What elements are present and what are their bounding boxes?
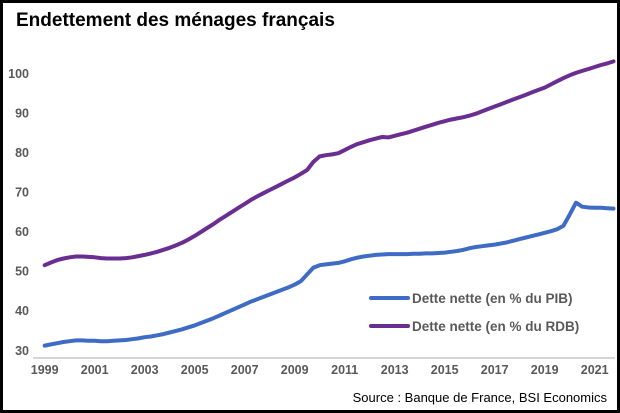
y-tick-label: 90 xyxy=(15,106,29,120)
series-lines xyxy=(42,59,616,348)
y-tick-label: 80 xyxy=(15,146,29,160)
x-tick-label: 2015 xyxy=(431,363,459,377)
x-tick-label: 2013 xyxy=(381,363,409,377)
x-tick-label: 2011 xyxy=(331,363,358,377)
chart-title: Endettement des ménages français xyxy=(16,10,335,31)
x-tick-label: 2021 xyxy=(581,363,609,377)
y-tick-label: 30 xyxy=(15,344,29,358)
x-tick-label: 2007 xyxy=(231,363,259,377)
y-tick-label: 40 xyxy=(15,304,29,318)
chart-svg: 30 40 50 60 70 80 90 100 1999 2001 2003 2005 2007 20… xyxy=(8,59,616,377)
y-tick-label: 70 xyxy=(15,186,29,200)
y-tick-label: 50 xyxy=(15,265,29,279)
legend-label: Dette nette (en % du PIB) xyxy=(412,291,573,306)
x-tick-label: 2009 xyxy=(281,363,309,377)
series-line-rdb xyxy=(42,59,616,268)
x-tick-label: 2001 xyxy=(81,363,109,377)
x-tick-label: 2019 xyxy=(531,363,559,377)
x-axis-ticks: 1999 2001 2003 2005 2007 2009 2011 2013 2015 2017… xyxy=(31,363,609,377)
x-tick-label: 1999 xyxy=(31,363,59,377)
chart-legend: Dette nette (en % du PIB) Dette nette (en… xyxy=(369,291,579,334)
y-axis-ticks: 30 40 50 60 70 80 90 100 xyxy=(8,67,29,358)
x-tick-label: 2003 xyxy=(131,363,159,377)
x-tick-label: 2005 xyxy=(181,363,209,377)
y-tick-label: 100 xyxy=(8,67,29,81)
x-tick-label: 2017 xyxy=(481,363,509,377)
series-line-pib xyxy=(42,200,616,348)
y-tick-label: 60 xyxy=(15,225,29,239)
source-note: Source : Banque de France, BSI Economics xyxy=(352,390,607,405)
legend-label: Dette nette (en % du RDB) xyxy=(412,319,579,334)
